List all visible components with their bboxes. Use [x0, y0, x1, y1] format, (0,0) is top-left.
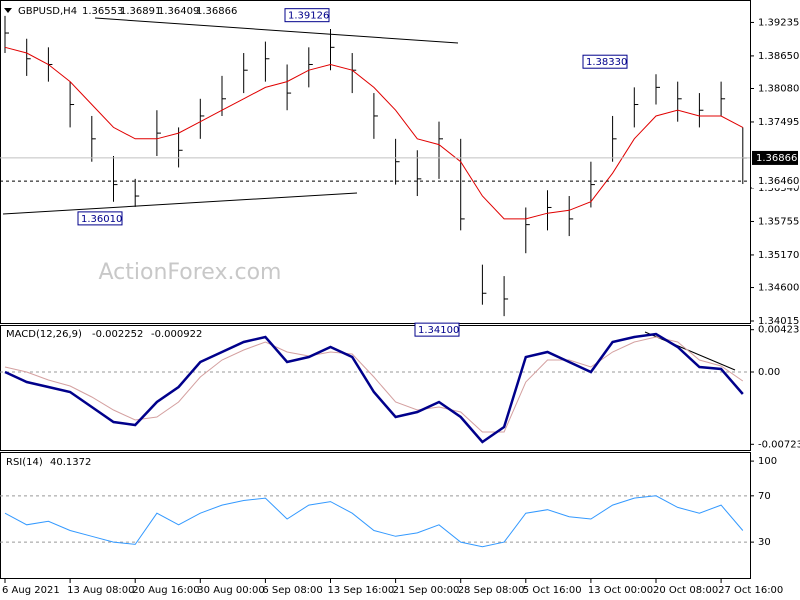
macd-line — [4, 332, 744, 444]
x-tick-label: 13 Sep 16:00 — [328, 585, 395, 596]
y-tick-label: 1.36340 — [758, 183, 799, 194]
last-price-label: 1.36866 — [756, 153, 797, 164]
rsi-line — [4, 495, 744, 548]
y-tick-label: 1.34015 — [758, 316, 799, 327]
x-tick-label: 28 Sep 08:00 — [458, 585, 525, 596]
y-tick-label: 1.38080 — [758, 84, 799, 95]
price-annotation-box — [582, 54, 628, 69]
bid-label: 1.36460 — [758, 176, 799, 187]
y-tick-label: 0.004231 — [758, 325, 800, 336]
price-annotation: 1.36010 — [81, 214, 122, 225]
price-annotation-box — [77, 211, 123, 226]
y-tick-label: 30 — [758, 537, 771, 548]
x-tick-label: 20 Aug 16:00 — [132, 585, 199, 596]
y-tick-label: 1.34600 — [758, 283, 799, 294]
indicator-title: MACD(12,26,9) — [6, 329, 82, 340]
moving-average — [4, 46, 744, 220]
ohlc-readout: 1.36553 — [82, 6, 123, 17]
x-tick-label: 30 Aug 00:00 — [197, 585, 264, 596]
menu-arrow — [4, 8, 12, 13]
indicator-title: RSI(14) — [6, 457, 43, 468]
y-tick-label: 1.35170 — [758, 250, 799, 261]
indicator-readout: -0.000922 — [151, 329, 202, 340]
rsi-panel — [0, 452, 751, 579]
y-tick-label: 1.38650 — [758, 51, 799, 62]
ohlc-readout: 1.36409 — [158, 6, 199, 17]
price-annotation: 1.34100 — [418, 325, 459, 336]
x-tick-label: 5 Oct 16:00 — [523, 585, 582, 596]
price-annotation-box — [284, 8, 330, 23]
y-tick-label: 1.37495 — [758, 117, 799, 128]
price-panel — [0, 0, 751, 324]
x-tick-label: 13 Aug 08:00 — [67, 585, 134, 596]
y-tick-label: 1.39235 — [758, 17, 799, 28]
bid-box — [752, 174, 798, 189]
y-tick-label: -0.00723 — [758, 439, 800, 450]
x-tick-label: 21 Sep 00:00 — [393, 585, 460, 596]
y-tick-label: 1.35755 — [758, 216, 799, 227]
x-tick-label: 6 Aug 2021 — [2, 585, 60, 596]
x-tick-label: 27 Oct 16:00 — [718, 585, 783, 596]
ohlc-readout: 1.36891 — [120, 6, 161, 17]
y-tick-label: 100 — [758, 456, 777, 467]
x-tick-label: 20 Oct 08:00 — [653, 585, 718, 596]
signal-line — [4, 336, 744, 433]
trendline — [2, 192, 358, 215]
indicator-readout: 40.1372 — [50, 457, 91, 468]
trendline — [94, 17, 459, 44]
last-price-box — [752, 150, 798, 165]
y-tick-label: 0.00 — [758, 367, 780, 378]
x-tick-label: 6 Sep 08:00 — [262, 585, 322, 596]
y-tick-label: 70 — [758, 491, 771, 502]
x-tick-label: 13 Oct 00:00 — [588, 585, 653, 596]
watermark: ActionForex.com — [99, 260, 282, 285]
macd-panel — [0, 325, 751, 451]
price-annotation: 1.38330 — [586, 57, 627, 68]
indicator-readout: -0.002252 — [92, 329, 143, 340]
ohlc-readout: 1.36866 — [196, 6, 237, 17]
price-annotation: 1.39126 — [288, 11, 329, 22]
symbol: GBPUSD,H4 — [18, 6, 77, 17]
price-annotation-box — [414, 322, 460, 337]
